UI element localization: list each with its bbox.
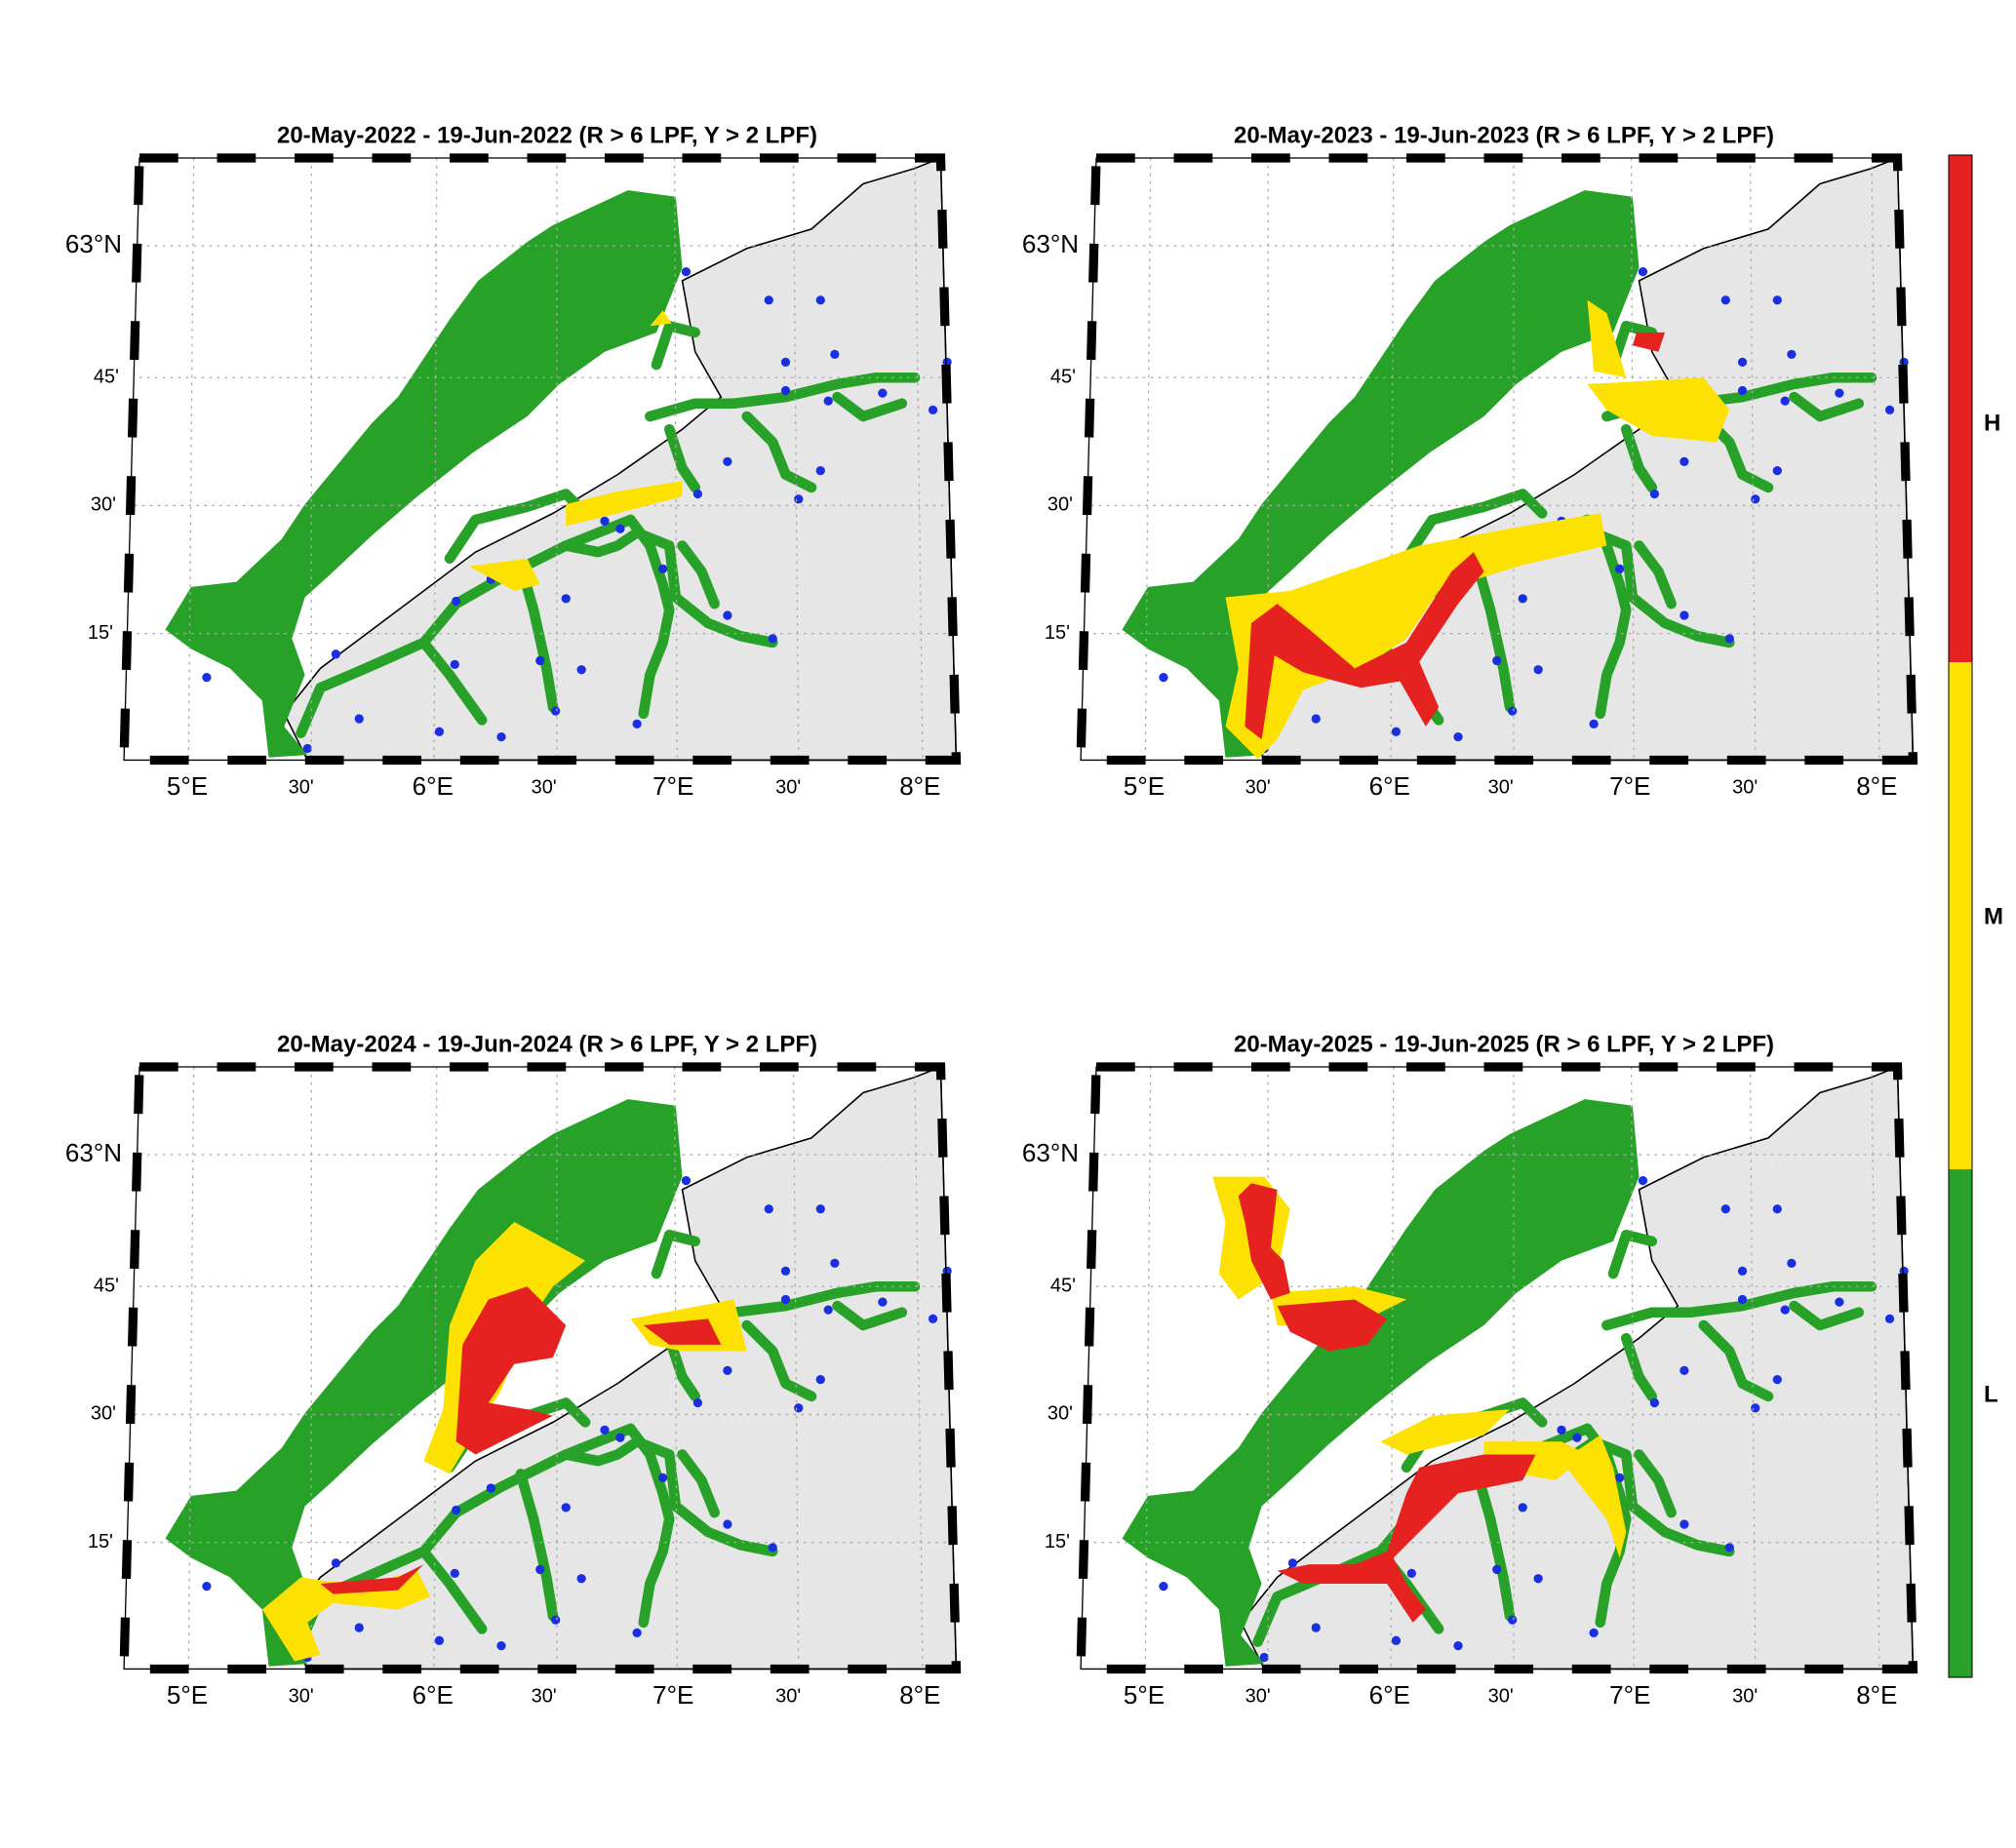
risk-area	[1238, 1183, 1536, 1623]
lat-label: 30'	[1048, 1403, 1073, 1425]
map-panel: 20-May-2025 - 19-Jun-2025 (R > 6 LPF, Y …	[1022, 1031, 1913, 1710]
lon-label: 30'	[289, 776, 314, 798]
map	[124, 1067, 956, 1669]
risk-area	[1225, 299, 1730, 760]
lat-label: 45'	[94, 1276, 119, 1297]
lon-label: 30'	[532, 776, 557, 798]
lat-label: 45'	[1050, 367, 1076, 388]
lat-label: 45'	[1050, 1276, 1076, 1297]
map-panel: 20-May-2023 - 19-Jun-2023 (R > 6 LPF, Y …	[1022, 122, 1913, 801]
lon-label: 30'	[775, 776, 801, 798]
lon-label: 30'	[775, 1685, 801, 1707]
lon-label: 30'	[1732, 776, 1758, 798]
lat-label: 15'	[1045, 1531, 1070, 1553]
lat-label: 30'	[1048, 494, 1073, 516]
basemap	[1081, 158, 1913, 760]
lon-label: 30'	[532, 1685, 557, 1707]
lat-label: 63°N	[1022, 1138, 1079, 1167]
basemap	[124, 158, 956, 760]
lat-label: 15'	[88, 1531, 113, 1553]
basemap	[124, 1067, 956, 1669]
colorbar-frame	[1948, 154, 1973, 1678]
lat-label: 45'	[94, 367, 119, 388]
lon-label: 30'	[1245, 776, 1271, 798]
lon-label: 7°E	[652, 1680, 693, 1710]
lon-label: 30'	[289, 1685, 314, 1707]
lon-label: 30'	[1245, 1685, 1271, 1707]
lat-label: 63°N	[1022, 229, 1079, 258]
map-panel: 20-May-2022 - 19-Jun-2022 (R > 6 LPF, Y …	[65, 122, 956, 801]
lat-label: 63°N	[65, 229, 122, 258]
risk-area	[320, 1286, 722, 1594]
map	[1081, 1067, 1913, 1669]
lon-label: 5°E	[167, 771, 208, 801]
colorbar-label: H	[1984, 410, 2000, 436]
lon-label: 5°E	[167, 1680, 208, 1710]
lon-label: 5°E	[1124, 1680, 1165, 1710]
lon-label: 7°E	[652, 771, 693, 801]
lat-label: 63°N	[65, 1138, 122, 1167]
map	[1081, 158, 1913, 760]
lon-label: 30'	[1732, 1685, 1758, 1707]
lon-label: 7°E	[1609, 1680, 1650, 1710]
lat-label: 15'	[88, 622, 113, 644]
colorbar-label: M	[1984, 903, 2003, 929]
lon-label: 8°E	[1856, 1680, 1897, 1710]
panel-title: 20-May-2024 - 19-Jun-2024 (R > 6 LPF, Y …	[277, 1031, 817, 1057]
colorbar-low	[1949, 1169, 1972, 1677]
panel-title: 20-May-2025 - 19-Jun-2025 (R > 6 LPF, Y …	[1234, 1031, 1774, 1057]
lon-label: 7°E	[1609, 771, 1650, 801]
basemap	[1081, 1067, 1913, 1669]
lon-label: 30'	[1488, 1685, 1514, 1707]
lat-label: 30'	[91, 494, 116, 516]
lat-label: 15'	[1045, 622, 1070, 644]
lon-label: 6°E	[413, 771, 454, 801]
lon-label: 6°E	[413, 1680, 454, 1710]
lon-label: 6°E	[1369, 771, 1410, 801]
colorbar-label: L	[1984, 1381, 1998, 1407]
lon-label: 8°E	[1856, 771, 1897, 801]
lat-label: 30'	[91, 1403, 116, 1425]
lon-label: 8°E	[899, 771, 940, 801]
map	[124, 158, 956, 760]
panel-title: 20-May-2023 - 19-Jun-2023 (R > 6 LPF, Y …	[1234, 122, 1774, 148]
lon-label: 8°E	[899, 1680, 940, 1710]
colorbar-medium	[1949, 662, 1972, 1169]
lon-label: 6°E	[1369, 1680, 1410, 1710]
colorbar-high	[1949, 155, 1972, 662]
lon-label: 5°E	[1124, 771, 1165, 801]
map-panel: 20-May-2024 - 19-Jun-2024 (R > 6 LPF, Y …	[65, 1031, 956, 1710]
lon-label: 30'	[1488, 776, 1514, 798]
panel-title: 20-May-2022 - 19-Jun-2022 (R > 6 LPF, Y …	[277, 122, 817, 148]
